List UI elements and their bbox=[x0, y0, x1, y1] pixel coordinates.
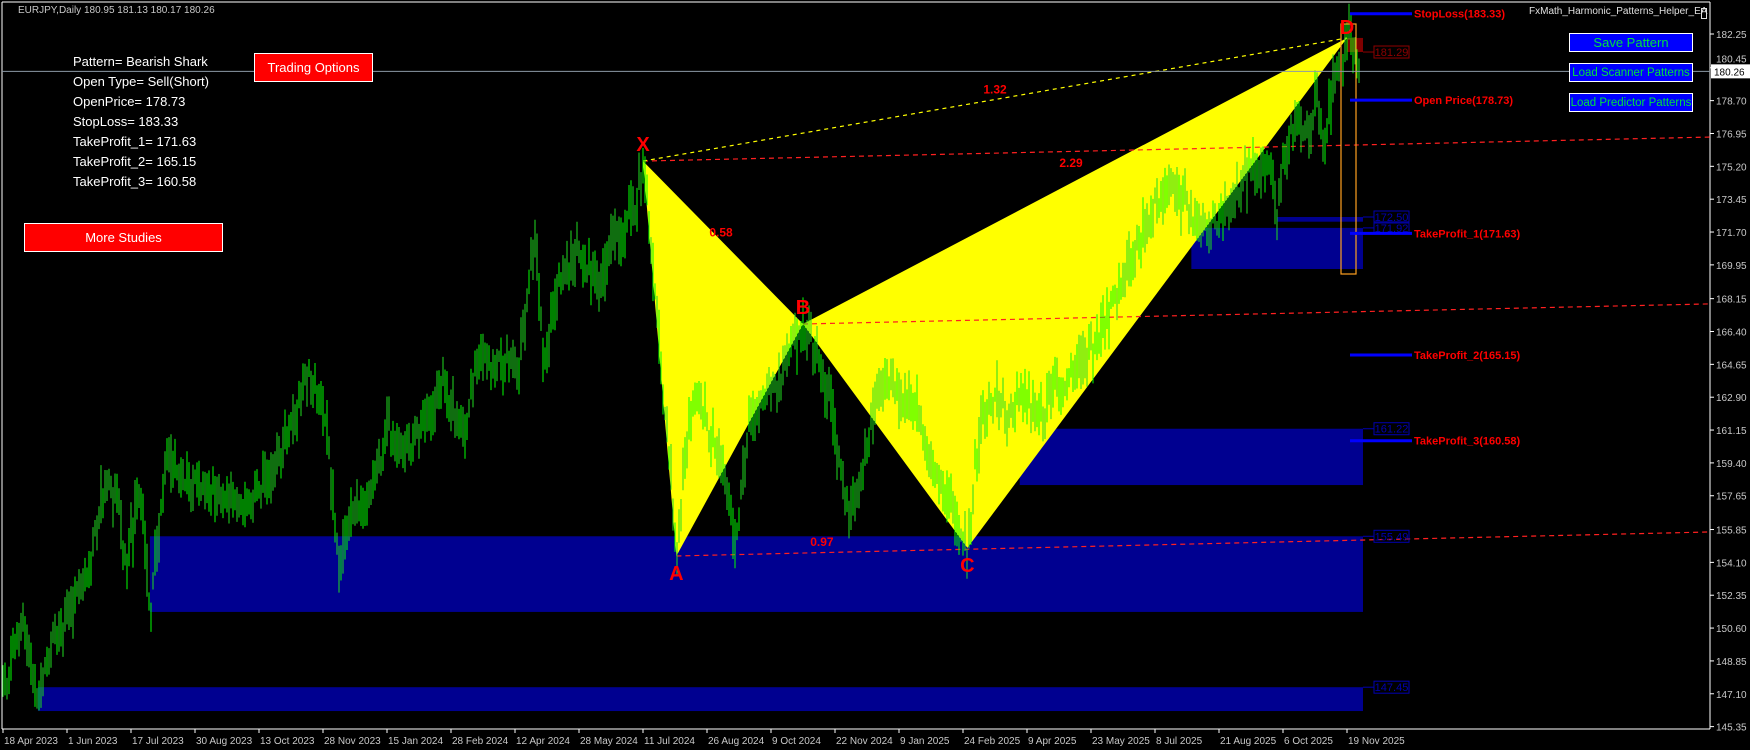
symbol-info: EURJPY,Daily 180.95 181.13 180.17 180.26 bbox=[18, 5, 215, 16]
pattern-point-label-d: D bbox=[1340, 17, 1354, 39]
y-tick-label: 159.40 bbox=[1716, 459, 1747, 470]
pattern-ratio-label: 0.97 bbox=[810, 535, 834, 549]
zone-price-label: 161.22 bbox=[1375, 424, 1409, 436]
trade-level-label: StopLoss(183.33) bbox=[1414, 9, 1505, 21]
y-tick-label: 173.45 bbox=[1716, 195, 1747, 206]
zone-label-box bbox=[1373, 45, 1410, 59]
x-tick-label: 17 Jul 2023 bbox=[132, 736, 184, 747]
zone-label-box bbox=[1373, 529, 1410, 543]
info-pattern: Pattern= Bearish Shark bbox=[73, 54, 208, 69]
y-tick-label: 157.65 bbox=[1716, 492, 1747, 503]
y-tick-label: 168.15 bbox=[1716, 295, 1747, 306]
x-tick-label: 6 Oct 2025 bbox=[1284, 736, 1333, 747]
y-tick-label: 155.85 bbox=[1716, 526, 1747, 537]
y-tick-label: 148.85 bbox=[1716, 657, 1747, 668]
zone-price-label: 147.45 bbox=[1375, 682, 1409, 694]
current-price-badge bbox=[1711, 64, 1750, 79]
info-stoploss: StopLoss= 183.33 bbox=[73, 114, 179, 129]
pattern-extension-line bbox=[802, 303, 1711, 325]
current-price-label: 180.26 bbox=[1714, 67, 1745, 78]
supply-demand-zone bbox=[37, 687, 1364, 712]
pattern-ratio-label: 1.32 bbox=[983, 83, 1007, 97]
info-takeprofit-3: TakeProfit_3= 160.58 bbox=[73, 174, 197, 189]
zone-label-box bbox=[1373, 680, 1410, 694]
x-tick-label: 28 Feb 2024 bbox=[452, 736, 509, 747]
pattern-point-label-b: B bbox=[796, 297, 810, 319]
save-pattern-button[interactable]: Save Pattern bbox=[1569, 33, 1693, 52]
x-tick-label: 23 May 2025 bbox=[1092, 736, 1150, 747]
x-tick-label: 11 Jul 2024 bbox=[644, 736, 695, 747]
pattern-triangle-bcd bbox=[803, 37, 1347, 548]
x-tick-label: 15 Jan 2024 bbox=[388, 736, 443, 747]
y-tick-label: 180.45 bbox=[1716, 54, 1747, 65]
y-tick-label: 169.95 bbox=[1716, 261, 1747, 272]
trade-level-label: Open Price(178.73) bbox=[1414, 95, 1513, 107]
pattern-point-label-x: X bbox=[636, 134, 650, 156]
y-tick-label: 176.95 bbox=[1716, 129, 1747, 140]
ea-smiley-icon[interactable] bbox=[1701, 8, 1707, 19]
y-tick-label: 178.70 bbox=[1716, 97, 1747, 108]
x-tick-label: 28 May 2024 bbox=[580, 736, 638, 747]
info-takeprofit-2: TakeProfit_2= 165.15 bbox=[73, 154, 197, 169]
info-takeprofit-1: TakeProfit_1= 171.63 bbox=[73, 134, 197, 149]
supply-demand-zone bbox=[1277, 217, 1363, 222]
x-tick-label: 8 Jul 2025 bbox=[1156, 736, 1203, 747]
x-tick-label: 9 Apr 2025 bbox=[1028, 736, 1077, 747]
y-tick-label: 182.25 bbox=[1716, 30, 1747, 41]
x-tick-label: 30 Aug 2023 bbox=[196, 736, 253, 747]
zone-price-label: 181.29 bbox=[1375, 47, 1409, 59]
more-studies-button[interactable]: More Studies bbox=[24, 223, 223, 252]
trade-level-label: TakeProfit_3(160.58) bbox=[1414, 436, 1521, 448]
y-tick-label: 147.10 bbox=[1716, 690, 1747, 701]
x-tick-label: 1 Jun 2023 bbox=[68, 736, 118, 747]
pattern-extension-line bbox=[642, 136, 1711, 162]
x-tick-label: 13 Oct 2023 bbox=[260, 736, 315, 747]
x-tick-label: 12 Apr 2024 bbox=[516, 736, 570, 747]
trade-level-label: TakeProfit_1(171.63) bbox=[1414, 228, 1521, 240]
price-bars bbox=[2, 3, 1360, 711]
pattern-ratio-label: 0.58 bbox=[709, 226, 733, 240]
info-open-price: OpenPrice= 178.73 bbox=[73, 94, 186, 109]
zone-price-label: 172.50 bbox=[1375, 212, 1409, 224]
zone-label-box bbox=[1373, 210, 1410, 224]
x-tick-label: 9 Jan 2025 bbox=[900, 736, 950, 747]
zone-label-box bbox=[1373, 422, 1410, 436]
supply-demand-zone bbox=[149, 536, 1364, 612]
zone-price-label: 155.49 bbox=[1375, 531, 1409, 543]
x-tick-label: 26 Aug 2024 bbox=[708, 736, 765, 747]
trading-options-button[interactable]: Trading Options bbox=[254, 53, 373, 82]
x-tick-label: 22 Nov 2024 bbox=[836, 736, 893, 747]
y-tick-label: 150.60 bbox=[1716, 624, 1747, 635]
x-tick-label: 19 Nov 2025 bbox=[1348, 736, 1405, 747]
x-tick-label: 24 Feb 2025 bbox=[964, 736, 1021, 747]
x-tick-label: 21 Aug 2025 bbox=[1220, 736, 1277, 747]
load-predictor-patterns-button[interactable]: Load Predictor Patterns bbox=[1569, 93, 1693, 112]
x-tick-label: 28 Nov 2023 bbox=[324, 736, 381, 747]
xd-dotted-line bbox=[642, 37, 1348, 162]
prz-box bbox=[1340, 23, 1357, 275]
y-tick-label: 152.35 bbox=[1716, 591, 1747, 602]
y-tick-label: 171.70 bbox=[1716, 228, 1747, 239]
y-tick-label: 154.10 bbox=[1716, 558, 1747, 569]
pattern-ratio-label: 2.29 bbox=[1059, 156, 1083, 170]
ea-name: FxMath_Harmonic_Patterns_Helper_EA bbox=[1529, 6, 1708, 17]
y-tick-label: 164.65 bbox=[1716, 360, 1747, 371]
x-tick-label: 18 Apr 2023 bbox=[4, 736, 58, 747]
pattern-point-label-a: A bbox=[669, 563, 683, 585]
y-tick-label: 162.90 bbox=[1716, 393, 1747, 404]
y-tick-label: 161.15 bbox=[1716, 426, 1747, 437]
pattern-extension-line bbox=[676, 531, 1711, 557]
load-scanner-patterns-button[interactable]: Load Scanner Patterns bbox=[1569, 63, 1693, 82]
y-tick-label: 175.20 bbox=[1716, 162, 1747, 173]
trade-level-label: TakeProfit_2(165.15) bbox=[1414, 350, 1521, 362]
pattern-point-label-c: C bbox=[960, 555, 974, 577]
info-open-type: Open Type= Sell(Short) bbox=[73, 74, 209, 89]
supply-demand-zone bbox=[1019, 428, 1363, 486]
y-tick-label: 166.40 bbox=[1716, 328, 1747, 339]
y-tick-label: 145.35 bbox=[1716, 723, 1747, 734]
x-tick-label: 9 Oct 2024 bbox=[772, 736, 821, 747]
